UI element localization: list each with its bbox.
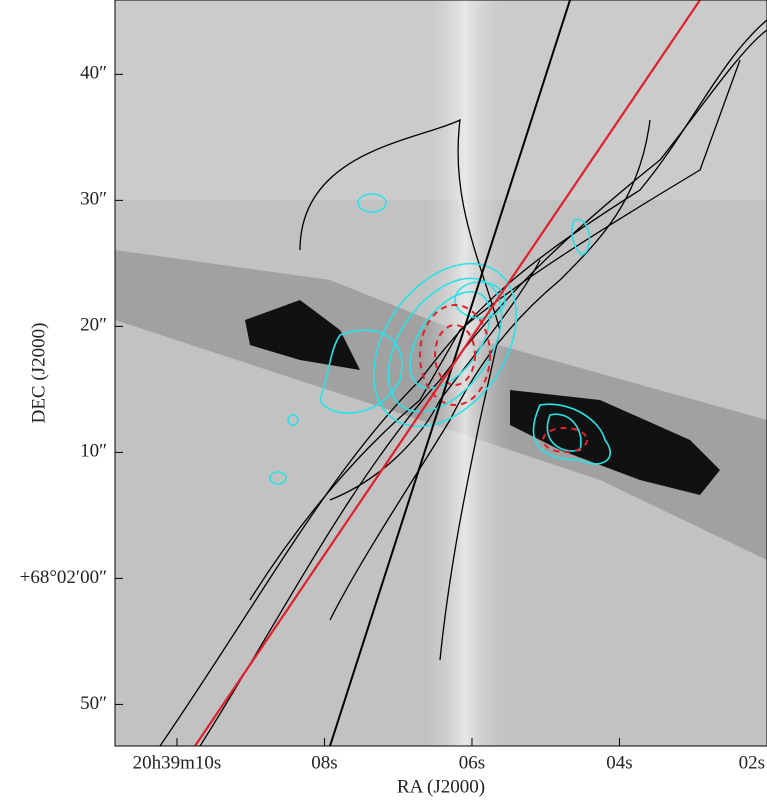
y-tick-label: 50″ xyxy=(80,693,107,714)
x-axis-label: RA (J2000) xyxy=(397,776,485,797)
x-tick-label: 04s xyxy=(606,752,632,773)
x-tick-label: 08s xyxy=(311,752,337,773)
y-tick-label: 30″ xyxy=(80,189,107,210)
x-tick-label: 20h39m10s xyxy=(133,752,222,773)
y-tick-label: 40″ xyxy=(80,63,107,84)
x-tick-label: 06s xyxy=(459,752,485,773)
sky-image xyxy=(115,0,767,746)
y-tick-label: 10″ xyxy=(80,441,107,462)
y-tick-label: +68°02′00″ xyxy=(20,567,107,588)
y-axis-label: DEC (J2000) xyxy=(28,323,49,424)
plot-frame xyxy=(114,0,767,747)
x-tick-label: 02s xyxy=(739,752,765,773)
y-tick-label: 20″ xyxy=(80,315,107,336)
